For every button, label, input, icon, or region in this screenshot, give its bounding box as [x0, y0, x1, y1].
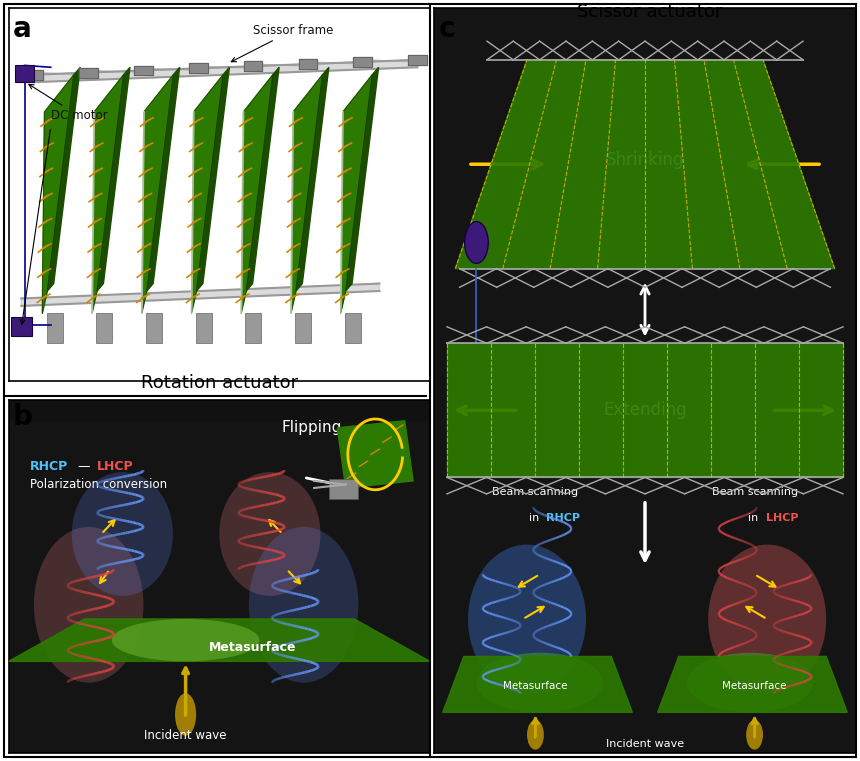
Ellipse shape — [175, 693, 196, 736]
Ellipse shape — [34, 527, 144, 683]
Text: LHCP: LHCP — [97, 460, 133, 473]
Polygon shape — [42, 75, 74, 314]
Ellipse shape — [746, 720, 763, 750]
Text: Metasurface: Metasurface — [722, 681, 787, 691]
Polygon shape — [142, 75, 174, 314]
Ellipse shape — [527, 720, 544, 750]
Text: in: in — [747, 514, 761, 524]
Text: Scissor frame: Scissor frame — [231, 24, 334, 62]
Polygon shape — [47, 67, 80, 291]
Polygon shape — [658, 657, 847, 712]
Text: in: in — [529, 514, 543, 524]
Text: a: a — [13, 15, 32, 43]
FancyBboxPatch shape — [329, 479, 359, 498]
Text: RHCP: RHCP — [29, 460, 68, 473]
Polygon shape — [9, 619, 430, 661]
Polygon shape — [408, 55, 427, 65]
FancyBboxPatch shape — [96, 314, 113, 343]
FancyBboxPatch shape — [146, 314, 162, 343]
Text: Beam scanning: Beam scanning — [711, 487, 797, 498]
Polygon shape — [97, 67, 130, 291]
Polygon shape — [34, 60, 417, 82]
Ellipse shape — [112, 619, 260, 661]
Polygon shape — [197, 67, 230, 291]
Ellipse shape — [249, 527, 359, 683]
Text: RHCP: RHCP — [546, 514, 580, 524]
Polygon shape — [22, 284, 379, 306]
Ellipse shape — [72, 472, 173, 596]
Polygon shape — [341, 75, 372, 314]
Polygon shape — [243, 62, 262, 71]
FancyBboxPatch shape — [196, 314, 212, 343]
Circle shape — [464, 221, 488, 263]
Polygon shape — [189, 63, 207, 73]
Text: Scissor actuator: Scissor actuator — [576, 3, 722, 21]
Polygon shape — [443, 657, 632, 712]
Text: Flipping: Flipping — [282, 420, 342, 435]
FancyBboxPatch shape — [295, 314, 311, 343]
Text: Polarization conversion: Polarization conversion — [29, 478, 167, 491]
Ellipse shape — [476, 653, 603, 712]
Polygon shape — [246, 67, 280, 291]
Text: Incident wave: Incident wave — [144, 729, 227, 742]
Polygon shape — [241, 75, 273, 314]
Text: b: b — [13, 403, 33, 431]
Polygon shape — [147, 67, 180, 291]
Polygon shape — [192, 75, 223, 314]
Polygon shape — [92, 75, 124, 314]
FancyBboxPatch shape — [245, 314, 261, 343]
Polygon shape — [447, 343, 843, 477]
Text: Metasurface: Metasurface — [503, 681, 568, 691]
FancyBboxPatch shape — [46, 314, 63, 343]
FancyBboxPatch shape — [10, 317, 32, 336]
Polygon shape — [353, 57, 372, 67]
Text: c: c — [439, 15, 455, 43]
Ellipse shape — [219, 472, 321, 596]
Text: Rotation actuator: Rotation actuator — [141, 374, 298, 392]
Polygon shape — [456, 60, 835, 269]
Polygon shape — [291, 75, 322, 314]
Polygon shape — [346, 67, 378, 291]
Text: —: — — [74, 460, 95, 473]
FancyBboxPatch shape — [15, 65, 34, 82]
Polygon shape — [296, 67, 329, 291]
Ellipse shape — [468, 545, 586, 694]
Polygon shape — [298, 59, 317, 69]
Polygon shape — [337, 421, 413, 488]
Text: Incident wave: Incident wave — [606, 739, 684, 749]
Polygon shape — [79, 68, 98, 78]
Polygon shape — [134, 65, 153, 75]
Text: Beam scanning: Beam scanning — [493, 487, 579, 498]
Text: Metasurface: Metasurface — [209, 641, 297, 654]
Ellipse shape — [687, 653, 814, 712]
Text: LHCP: LHCP — [765, 514, 798, 524]
FancyBboxPatch shape — [345, 314, 361, 343]
Ellipse shape — [709, 545, 826, 694]
Text: Extending: Extending — [603, 401, 687, 419]
Polygon shape — [25, 70, 43, 80]
Text: DC motor: DC motor — [29, 84, 108, 123]
Text: Shrinking: Shrinking — [605, 151, 685, 170]
